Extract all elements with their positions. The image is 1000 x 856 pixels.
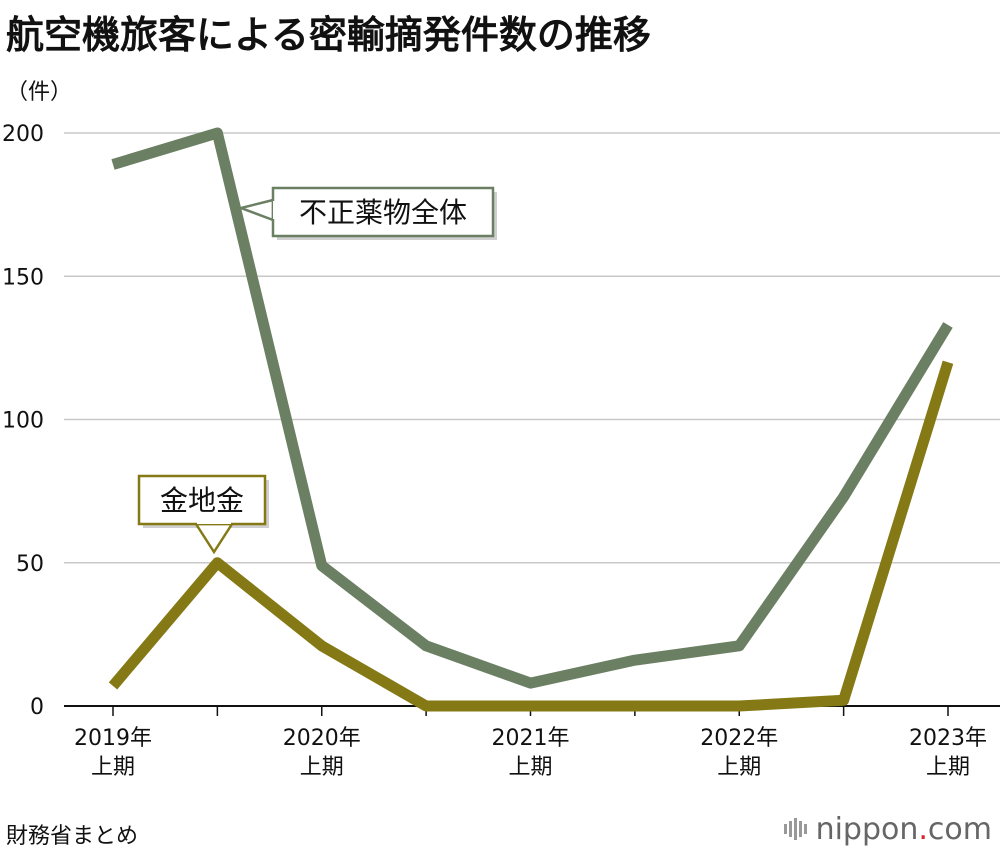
y-axis-ticks: 0 50 100 150 200 <box>2 122 44 720</box>
chart-title: 航空機旅客による密輸摘発件数の推移 <box>6 13 651 57</box>
series-label-1: 金地金 <box>137 474 269 555</box>
x-tick-label-half: 上期 <box>300 755 344 780</box>
x-tick-label-year: 2019年 <box>74 726 152 751</box>
x-tick-label-half: 上期 <box>717 755 761 780</box>
logo-bars-icon <box>783 813 810 848</box>
y-unit-label: （件） <box>6 80 73 105</box>
x-tick-label-year: 2022年 <box>700 726 778 751</box>
x-tick-label-half: 上期 <box>508 755 552 780</box>
brand-logo: nippon.com <box>783 812 992 848</box>
brand-name: nippon <box>815 812 919 847</box>
x-tick-label-year: 2023年 <box>909 726 987 751</box>
y-tick-label: 50 <box>16 552 44 577</box>
series-lines <box>108 127 954 712</box>
y-tick-label: 150 <box>2 265 44 290</box>
series-label-text: 金地金 <box>160 484 244 517</box>
brand-dot: . <box>918 812 928 847</box>
y-tick-label: 100 <box>2 409 44 434</box>
brand-tld: com <box>927 812 992 847</box>
source-note: 財務省まとめ <box>6 824 139 849</box>
x-tick-label-half: 上期 <box>91 755 135 780</box>
x-tick-label-half: 上期 <box>926 755 970 780</box>
y-tick-label: 200 <box>2 122 44 147</box>
series-label-text: 不正薬物全体 <box>299 196 467 229</box>
y-tick-label: 0 <box>30 695 44 720</box>
x-tick-label-year: 2020年 <box>283 726 361 751</box>
x-tick-label-year: 2021年 <box>492 726 570 751</box>
series-label-0: 不正薬物全体 <box>236 186 497 240</box>
series-line-0 <box>111 127 953 689</box>
